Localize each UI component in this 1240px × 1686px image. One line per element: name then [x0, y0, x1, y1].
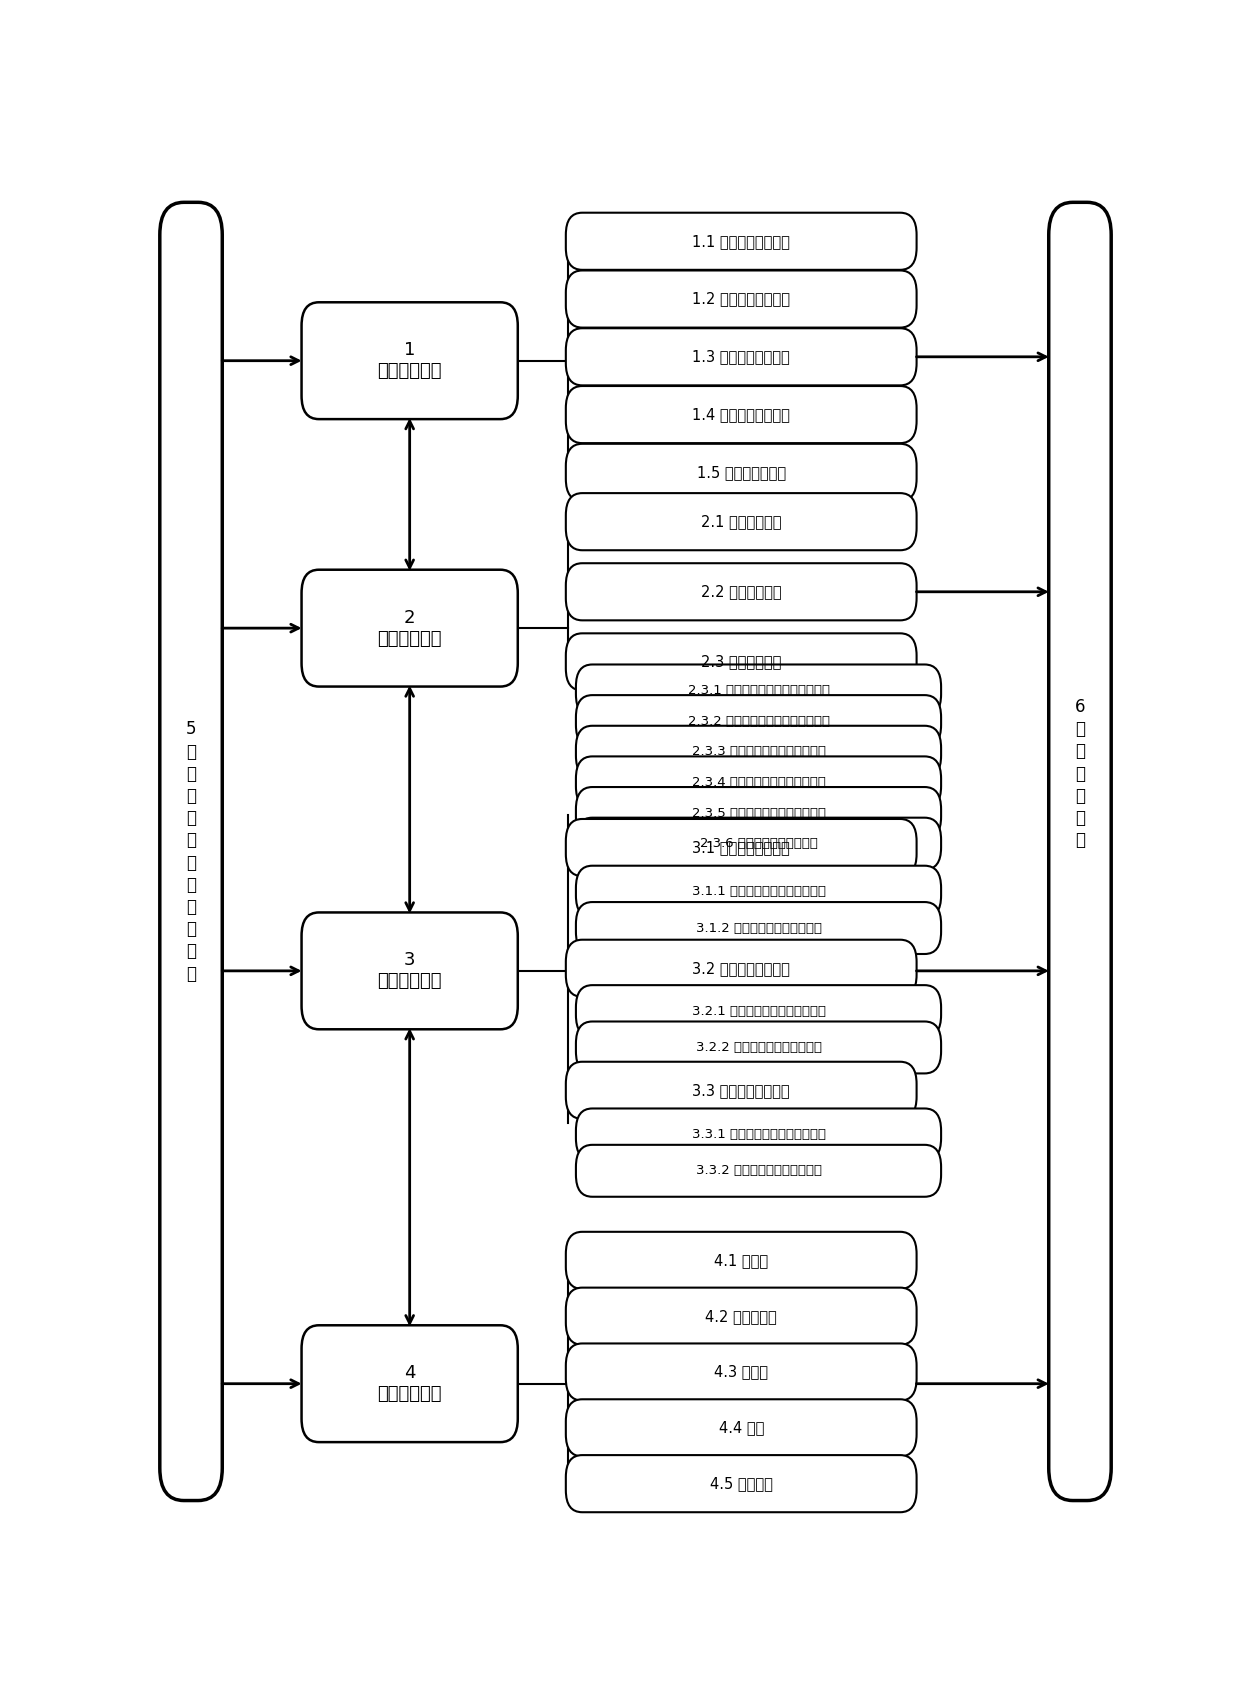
Text: 3.2 智能结局预测模块: 3.2 智能结局预测模块 — [692, 961, 790, 976]
FancyBboxPatch shape — [565, 329, 916, 386]
FancyBboxPatch shape — [565, 212, 916, 270]
Text: 1.4 运动信息识别模块: 1.4 运动信息识别模块 — [692, 406, 790, 422]
Text: 2.3.5 凝血评价辅助检查信息模块: 2.3.5 凝血评价辅助检查信息模块 — [692, 806, 826, 819]
FancyBboxPatch shape — [565, 1344, 916, 1401]
FancyBboxPatch shape — [565, 1232, 916, 1288]
FancyBboxPatch shape — [575, 1022, 941, 1074]
Text: 1
人工智能模块: 1 人工智能模块 — [377, 341, 441, 379]
Text: 1.1 语音信息识别模块: 1.1 语音信息识别模块 — [692, 234, 790, 250]
Text: 3.1.2 基于神经影像的诊断模块: 3.1.2 基于神经影像的诊断模块 — [696, 922, 822, 934]
FancyBboxPatch shape — [565, 634, 916, 691]
FancyBboxPatch shape — [565, 819, 916, 877]
FancyBboxPatch shape — [575, 865, 941, 917]
FancyBboxPatch shape — [575, 902, 941, 954]
Text: 3.3.1 基于结构化数据的检索模块: 3.3.1 基于结构化数据的检索模块 — [692, 1128, 826, 1141]
FancyBboxPatch shape — [565, 1399, 916, 1457]
FancyBboxPatch shape — [575, 1108, 941, 1160]
Text: 1.5 综合数据库模块: 1.5 综合数据库模块 — [697, 465, 786, 481]
Text: 2.3.3 心脏评价辅助检查信息模块: 2.3.3 心脏评价辅助检查信息模块 — [692, 745, 826, 759]
Text: 3.1.1 基于结构化数据的诊断模块: 3.1.1 基于结构化数据的诊断模块 — [692, 885, 826, 899]
Text: 4.1 计算机: 4.1 计算机 — [714, 1253, 769, 1268]
Text: 2.3.4 生化评价辅助检查信息模块: 2.3.4 生化评价辅助检查信息模块 — [692, 776, 826, 789]
FancyBboxPatch shape — [565, 270, 916, 327]
Text: 2.3 辅助检查模块: 2.3 辅助检查模块 — [701, 654, 781, 669]
FancyBboxPatch shape — [1049, 202, 1111, 1501]
Text: 3.2.1 基于结构化数据的预测模块: 3.2.1 基于结构化数据的预测模块 — [692, 1005, 826, 1018]
FancyBboxPatch shape — [575, 787, 941, 840]
FancyBboxPatch shape — [301, 1325, 518, 1442]
Text: 3.2.2 基于神经影像的预测模块: 3.2.2 基于神经影像的预测模块 — [696, 1040, 822, 1054]
FancyBboxPatch shape — [565, 492, 916, 550]
FancyBboxPatch shape — [565, 386, 916, 443]
Text: 4.5 无线网卡: 4.5 无线网卡 — [709, 1477, 773, 1490]
Text: 1.3 图像信息识别模块: 1.3 图像信息识别模块 — [692, 349, 790, 364]
Text: 2
信息采集模块: 2 信息采集模块 — [377, 609, 441, 647]
Text: 1.2 文本信息识别模块: 1.2 文本信息识别模块 — [692, 292, 790, 307]
FancyBboxPatch shape — [575, 1145, 941, 1197]
FancyBboxPatch shape — [565, 443, 916, 501]
FancyBboxPatch shape — [565, 1288, 916, 1345]
Text: 4.3 麦克风: 4.3 麦克风 — [714, 1364, 769, 1379]
Text: 6
电
源
系
统
模
块: 6 电 源 系 统 模 块 — [1075, 698, 1085, 850]
Text: 3.3.2 基于神经影像的检索模块: 3.3.2 基于神经影像的检索模块 — [696, 1165, 822, 1177]
FancyBboxPatch shape — [575, 695, 941, 747]
Text: 5
云
平
台
信
息
管
理
系
统
模
块: 5 云 平 台 信 息 管 理 系 统 模 块 — [186, 720, 196, 983]
FancyBboxPatch shape — [565, 563, 916, 620]
FancyBboxPatch shape — [301, 912, 518, 1028]
FancyBboxPatch shape — [575, 725, 941, 777]
FancyBboxPatch shape — [160, 202, 222, 1501]
Text: 2.3.6 其他辅助检查信息模块: 2.3.6 其他辅助检查信息模块 — [699, 838, 817, 850]
Text: 2.1 病史采集模块: 2.1 病史采集模块 — [701, 514, 781, 529]
Text: 4
远程医疗模块: 4 远程医疗模块 — [377, 1364, 441, 1403]
FancyBboxPatch shape — [565, 939, 916, 996]
FancyBboxPatch shape — [575, 757, 941, 808]
FancyBboxPatch shape — [301, 302, 518, 420]
FancyBboxPatch shape — [565, 1062, 916, 1120]
FancyBboxPatch shape — [565, 1455, 916, 1512]
FancyBboxPatch shape — [575, 818, 941, 870]
Text: 2.2 体格检查模块: 2.2 体格检查模块 — [701, 585, 781, 599]
FancyBboxPatch shape — [575, 985, 941, 1037]
Text: 3
智能诊疗模块: 3 智能诊疗模块 — [377, 951, 441, 990]
FancyBboxPatch shape — [575, 664, 941, 717]
Text: 2.3.2 脑血管评价辅助检查信息模块: 2.3.2 脑血管评价辅助检查信息模块 — [687, 715, 830, 728]
Text: 3.1 病因病机诊断模块: 3.1 病因病机诊断模块 — [692, 840, 790, 855]
Text: 4.2 变焦摄像头: 4.2 变焦摄像头 — [706, 1308, 777, 1324]
FancyBboxPatch shape — [301, 570, 518, 686]
Text: 3.3 智能指南检索模块: 3.3 智能指南检索模块 — [692, 1082, 790, 1098]
Text: 4.4 音箱: 4.4 音箱 — [718, 1420, 764, 1435]
Text: 2.3.1 脑组织评价辅助检查信息模块: 2.3.1 脑组织评价辅助检查信息模块 — [687, 685, 830, 696]
